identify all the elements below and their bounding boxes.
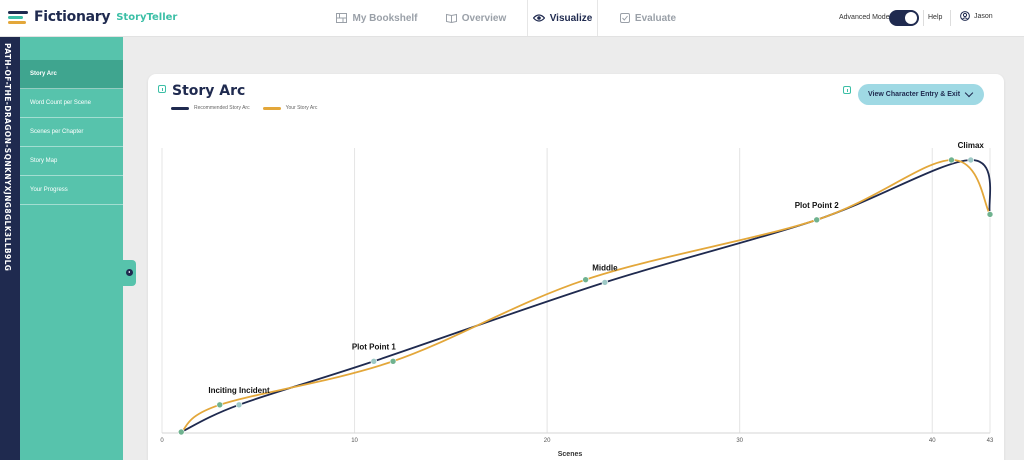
project-id: PATH-OF-THE-DRAGON-SQNKNYXJNG8GLK3LLB9LG: [3, 43, 12, 272]
nav-label: My Bookshelf: [352, 12, 418, 24]
sidebar-item-your-progress[interactable]: Your Progress: [20, 176, 123, 205]
advanced-mode-toggle[interactable]: [889, 10, 919, 26]
sidebar: Story Arc Word Count per Scene Scenes pe…: [20, 37, 123, 460]
info-icon[interactable]: [158, 85, 166, 93]
annotation-label: Plot Point 1: [352, 342, 397, 351]
book-open-icon: [445, 13, 457, 23]
help-link[interactable]: Help: [928, 14, 943, 21]
divider: [923, 10, 924, 26]
bookshelf-icon: [336, 13, 348, 23]
legend-item-yours[interactable]: Your Story Arc: [262, 105, 318, 111]
app-name: Fictionary: [34, 9, 111, 25]
data-point: [177, 428, 185, 436]
legend-label: Your Story Arc: [285, 105, 318, 111]
sidebar-item-scenes-per-chapter[interactable]: Scenes per Chapter: [20, 118, 123, 147]
page-title: Story Arc: [172, 83, 246, 99]
legend-swatch: [262, 106, 281, 110]
series-line-0: [180, 159, 992, 433]
x-tick-label: 43: [987, 438, 994, 444]
data-point: [967, 156, 975, 164]
x-axis-label: Scenes: [558, 451, 583, 458]
advanced-mode-label: Advanced Mode: [839, 14, 890, 21]
nav-label: Overview: [461, 12, 507, 24]
sidebar-item-word-count-per-scene[interactable]: Word Count per Scene: [20, 89, 123, 118]
eye-icon: [532, 14, 545, 22]
series-line-1: [180, 159, 991, 433]
nav-visualize[interactable]: Visualize: [527, 0, 598, 36]
user-avatar-icon: [960, 11, 970, 21]
product-name: StoryTeller: [116, 11, 178, 23]
data-point: [216, 401, 224, 409]
annotation-label: Plot Point 2: [795, 201, 840, 210]
sidebar-collapse-button[interactable]: [123, 260, 136, 286]
project-strip: PATH-OF-THE-DRAGON-SQNKNYXJNG8GLK3LLB9LG: [0, 37, 20, 460]
nav-label: Evaluate: [634, 12, 677, 24]
nav-overview[interactable]: Overview: [432, 0, 520, 36]
data-point: [235, 401, 243, 409]
data-point: [582, 276, 589, 283]
button-label: View Character Entry & Exit: [868, 91, 961, 98]
user-name: Jason: [974, 12, 993, 20]
x-tick-label: 10: [351, 438, 358, 444]
legend-item-recommended[interactable]: Recommended Story Arc: [171, 105, 250, 111]
annotation-label: Climax: [958, 141, 985, 150]
nav-evaluate[interactable]: Evaluate: [610, 0, 686, 36]
app-logo[interactable]: Fictionary StoryTeller: [8, 9, 177, 25]
legend-swatch: [171, 106, 189, 110]
toggle-knob: [905, 12, 917, 24]
x-tick-label: 40: [929, 438, 936, 444]
info-icon[interactable]: [843, 86, 851, 94]
data-point: [389, 357, 397, 365]
sidebar-item-story-map[interactable]: Story Map: [20, 147, 123, 176]
top-bar: Fictionary StoryTeller My Bookshelf Over…: [0, 0, 1024, 37]
x-tick-label: 30: [736, 438, 743, 444]
data-point: [601, 279, 609, 286]
checkbox-icon: [619, 13, 630, 23]
legend-label: Recommended Story Arc: [194, 105, 250, 111]
logo-lines-icon: [8, 10, 28, 24]
chevron-left-icon: [126, 269, 133, 276]
data-point: [986, 211, 994, 218]
story-arc-card: [148, 74, 1004, 460]
data-point: [813, 216, 820, 224]
view-character-entry-exit-button[interactable]: View Character Entry & Exit: [858, 84, 984, 105]
annotation-label: Inciting Incident: [208, 386, 270, 395]
chart-legend: Recommended Story Arc Your Story Arc: [171, 105, 330, 111]
data-point: [948, 156, 955, 164]
x-tick-label: 0: [160, 438, 164, 444]
divider: [950, 10, 951, 26]
data-point: [370, 357, 378, 365]
sidebar-item-story-arc[interactable]: Story Arc: [20, 60, 123, 89]
nav-label: Visualize: [549, 12, 593, 24]
x-tick-label: 20: [544, 438, 551, 444]
user-menu[interactable]: Jason: [960, 11, 993, 21]
nav-my-bookshelf[interactable]: My Bookshelf: [327, 0, 427, 36]
annotation-label: Middle: [592, 263, 618, 272]
